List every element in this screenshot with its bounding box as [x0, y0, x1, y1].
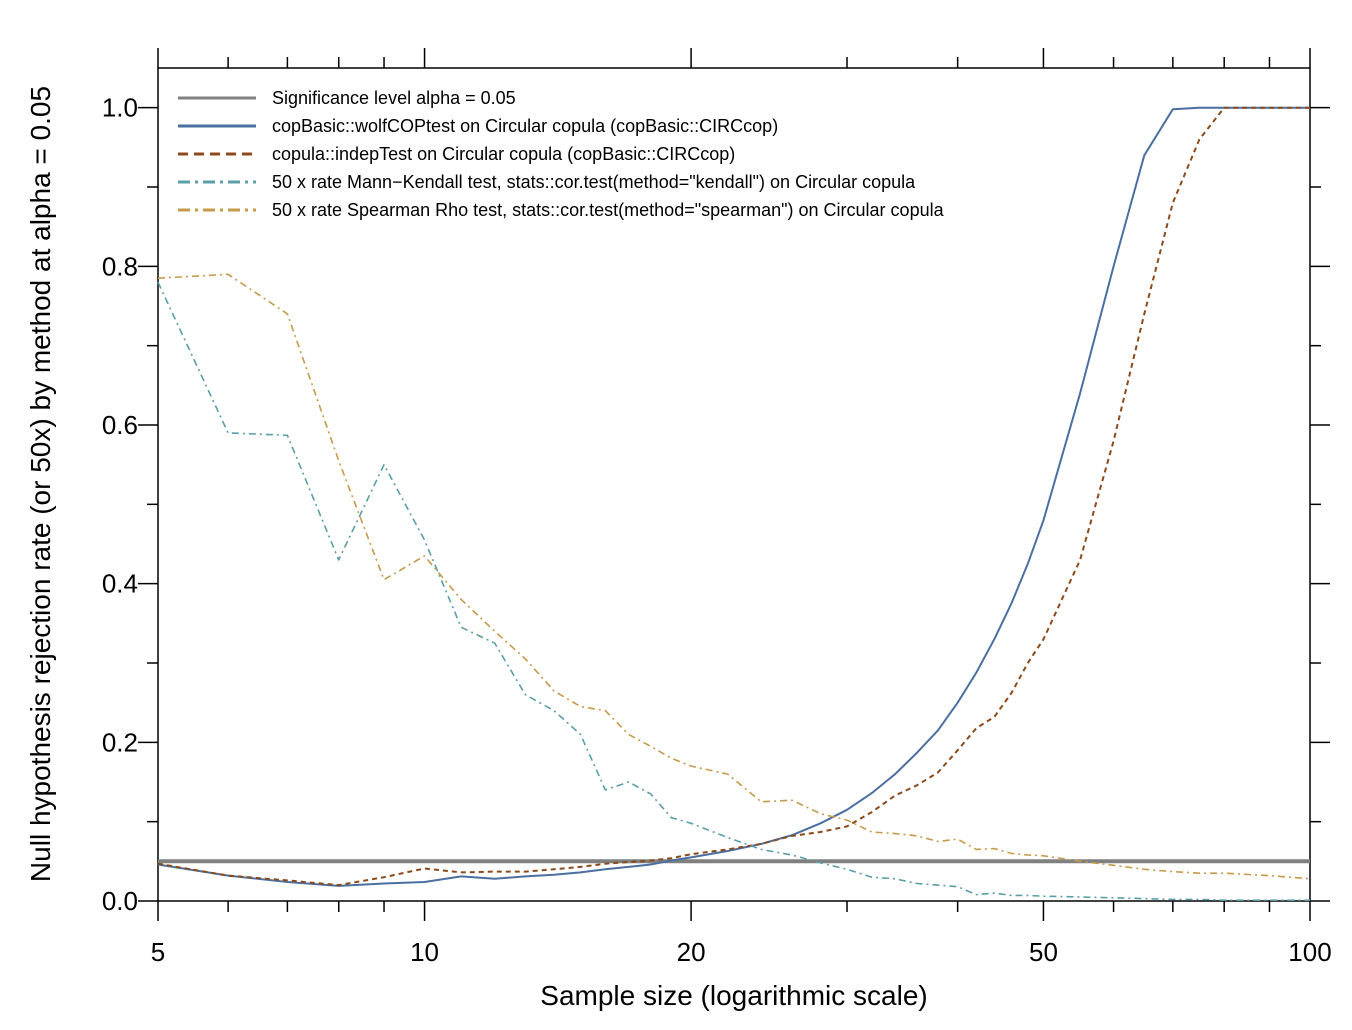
legend-entry-4: 50 x rate Spearman Rho test, stats::cor.… [272, 200, 945, 220]
x-tick-label: 20 [677, 937, 706, 967]
y-tick-label: 0.2 [102, 727, 138, 757]
x-tick-label: 10 [410, 937, 439, 967]
legend-entry-3: 50 x rate Mann−Kendall test, stats::cor.… [272, 172, 916, 192]
x-axis-title: Sample size (logarithmic scale) [540, 980, 927, 1011]
series-line-2 [157, 106, 1310, 887]
series-line-3 [157, 281, 1310, 902]
y-tick-label: 0.4 [102, 569, 138, 599]
x-tick-label: 100 [1288, 937, 1331, 967]
series-line-1 [157, 106, 1310, 887]
y-tick-label: 0.0 [102, 886, 138, 916]
plot-frame [157, 67, 1311, 902]
tick-labels: 5 10 20 50 100 0.0 0.2 0.4 0.6 0.8 1.0 [102, 93, 1332, 967]
x-tick-label: 5 [151, 937, 165, 967]
y-tick-label: 1.0 [102, 93, 138, 123]
legend-entry-2: copula::indepTest on Circular copula (co… [272, 144, 735, 164]
legend-entry-0: Significance level alpha = 0.05 [272, 88, 516, 108]
legend-entry-1: copBasic::wolfCOPtest on Circular copula… [272, 116, 778, 136]
legend: Significance level alpha = 0.05 copBasic:… [178, 88, 945, 220]
series-line-4 [157, 273, 1311, 880]
y-axis-title: Null hypothesis rejection rate (or 50x) … [25, 86, 56, 882]
x-tick-label: 50 [1029, 937, 1058, 967]
y-tick-label: 0.6 [102, 410, 138, 440]
y-tick-label: 0.8 [102, 251, 138, 281]
series-lines [157, 106, 1311, 902]
tick-marks [138, 48, 1330, 921]
